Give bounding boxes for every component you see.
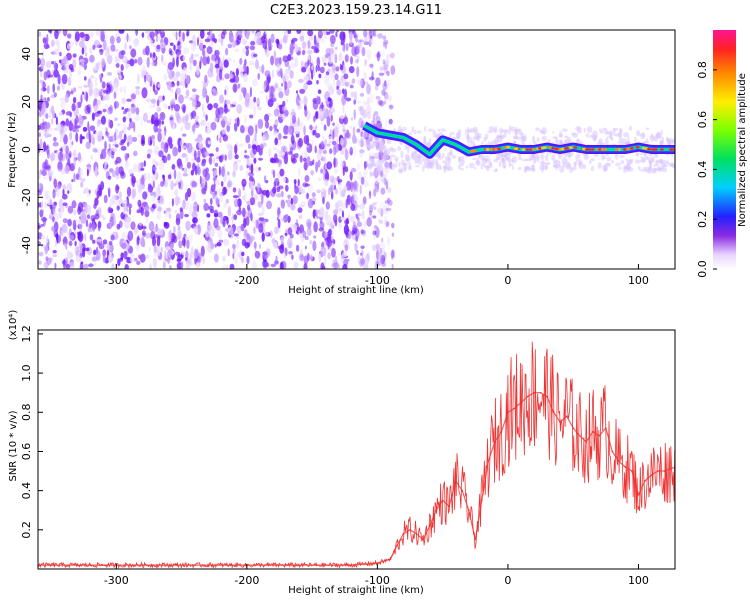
snr-data-point [605,427,607,429]
spectrogram-y-tick-label: -20 [20,188,33,206]
snr-x-tick-label: 100 [628,574,649,587]
snr-data-point [572,427,574,429]
snr-y-scale-note: (x10⁴) [8,310,19,341]
snr-y-tick-label: 0.2 [20,521,33,539]
snr-data-point [448,505,451,508]
snr-data-point [611,450,614,453]
spectrogram-y-tick-label: 20 [20,95,33,109]
snr-data-point [598,435,601,437]
spectrogram-y-tick-label: -40 [20,236,33,254]
colorbar-gradient [713,30,736,269]
snr-data-point [592,431,594,433]
snr-y-tick-label: 0.6 [20,443,33,461]
snr-panel: -300 -200 -100 0 100 0.2 0.4 0.6 0.8 1.0 1.2 Heig… [8,310,676,596]
spectrogram-x-label: Height of straight line (km) [288,285,424,296]
spectrogram-x-tick-label: 100 [628,274,649,287]
snr-data-point [500,431,503,433]
snr-data-point [526,395,529,398]
snr-data-point [559,421,561,423]
snr-data-point [552,411,555,414]
snr-frame [37,329,676,570]
snr-data-point [520,401,522,404]
snr-y-tick-label: 1.0 [20,364,33,382]
snr-trace-detail [38,341,675,569]
snr-x-tick-label: -100 [365,574,390,587]
colorbar-label: Normalized spectral amplitude [737,73,748,227]
snr-data-point [409,529,411,531]
snr-data-point [644,480,646,482]
snr-data-point [513,407,516,410]
spectrogram-y-tick-label: 0 [20,146,33,153]
spectrogram-y-label: Frequency (Hz) [7,112,18,188]
snr-x-tick-label: -200 [234,574,259,587]
snr-x-tick-label: 0 [504,574,511,587]
snr-data-point [624,466,627,468]
snr-data-point [454,480,457,482]
colorbar-tick-label: 0.6 [696,111,709,129]
snr-data-point [474,538,477,541]
snr-y-tick-label: 0.8 [20,404,33,422]
colorbar-tick-label: 0.4 [696,161,709,179]
snr-data-point [546,395,548,398]
spectrogram-x-tick-label: -200 [234,274,259,287]
snr-data-point [507,411,509,414]
snr-series-line [38,392,675,566]
snr-data-point [481,499,483,502]
snr-data-point [657,470,659,472]
snr-data-point [650,474,653,476]
snr-data-point [539,391,542,394]
snr-data-point [637,493,640,496]
snr-data-point [585,440,587,443]
snr-data-point [350,564,353,566]
snr-data-point [435,509,437,512]
snr-data-point [468,509,470,512]
colorbar: 0.0 0.2 0.4 0.6 0.8 Normalized spectral ampl… [696,30,748,278]
colorbar-tick-label: 0.2 [696,210,709,228]
snr-data-point [428,525,431,527]
snr-x-tick-label: -300 [104,574,129,587]
snr-data-point [376,562,379,564]
snr-data-point [141,564,144,566]
snr-data-point [89,564,91,566]
snr-y-label: SNR (10 * v/v) [8,410,19,481]
snr-data-point [415,532,418,535]
snr-data-point [618,460,620,463]
colorbar-tick-label: 0.0 [696,260,709,278]
snr-data-point [578,435,581,437]
spectrogram-y-tick-label: 40 [20,47,33,61]
snr-x-label: Height of straight line (km) [288,585,424,596]
chart-title: C2E3.2023.159.23.14.G11 [270,3,442,18]
snr-data-point [461,489,464,492]
snr-data-point [402,532,405,535]
snr-data-point [663,470,666,472]
noise-region [38,30,396,269]
snr-data-point [441,499,444,502]
snr-data-point [422,538,424,541]
snr-y-tick-label: 0.4 [20,482,33,500]
snr-data-point [193,564,196,566]
signal-hotspots [469,145,675,153]
snr-data-point [494,440,496,443]
snr-data-point [565,415,568,418]
snr-data-point [487,460,490,463]
snr-data-point [389,558,392,560]
snr-data-point [298,564,300,566]
spectrogram-x-tick-label: -300 [104,274,129,287]
spectrogram-x-tick-label: -100 [365,274,390,287]
spectrogram-x-tick-label: 0 [504,274,511,287]
snr-data-point [396,544,398,547]
snr-y-tick-label: 1.2 [20,325,33,343]
snr-data-point [631,470,633,472]
snr-data-point [533,391,535,394]
colorbar-tick-label: 0.8 [696,61,709,79]
